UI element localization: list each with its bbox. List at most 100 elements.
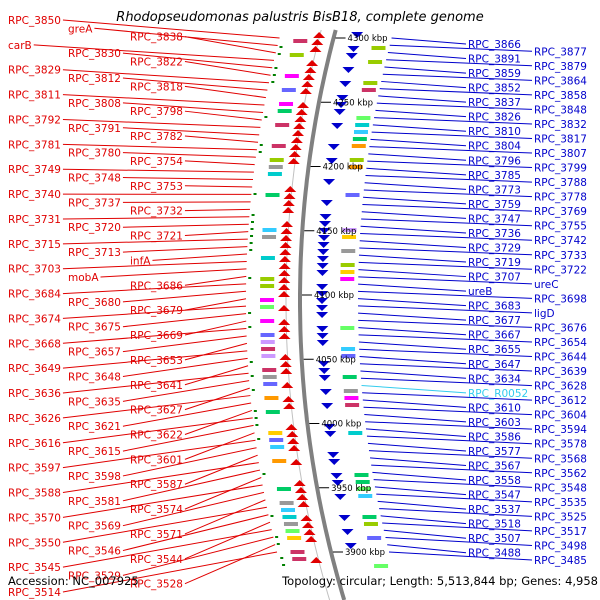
gene-label-left: RPC_3732 [130,206,183,218]
gene-label-left: RPC_3822 [130,56,183,68]
category-band [355,123,370,127]
leader-line-left [122,514,269,552]
reverse-gene-mark [316,333,329,339]
gene-label-left: RPC_3622 [130,429,183,441]
category-band [292,557,307,561]
forward-gene-mark [278,333,291,339]
leader-line-right [357,298,467,307]
gene-label-right: RPC_3796 [468,155,521,167]
leader-line-right [378,95,467,103]
category-band [279,102,294,106]
gene-label-left: RPC_3621 [68,421,121,433]
reverse-gene-mark [316,305,329,311]
gene-label-right: RPC_3858 [534,90,587,102]
leader-line-right [358,261,533,270]
leader-line-left [184,85,266,99]
gene-label-left: RPC_3740 [8,189,61,201]
leader-line-left [62,417,253,444]
leader-line-left [184,160,255,166]
forward-gene-mark [280,235,293,241]
forward-gene-mark [278,256,291,262]
gene-label-right: RPC_3647 [468,359,521,371]
leader-line-right [376,493,533,503]
tick-label: 4250 kbp [333,98,373,108]
category-band [374,564,389,568]
reverse-gene-mark [325,158,338,164]
reverse-gene-mark [320,200,333,206]
leader-line-right [363,196,467,205]
gene-label-right: RPC_3837 [468,97,521,109]
category-band [348,165,363,169]
gene-label-right: RPC_3525 [534,511,587,523]
forward-gene-mark [279,249,292,255]
gene-label-left: RPC_3674 [8,313,61,325]
leader-line-right [357,305,533,314]
tick-label: 4150 kbp [316,227,356,237]
category-band [363,522,378,526]
category-band [267,172,282,176]
gene-label-left: RPC_3571 [130,529,183,541]
leader-line-right [385,537,533,546]
leader-line-left [122,223,249,228]
leader-line-right [374,486,467,496]
leader-line-left [62,328,247,344]
leader-line-left [122,424,254,452]
leader-line-left [184,432,255,460]
category-band [275,123,290,127]
leader-line-left [184,365,249,386]
gene-label-left: RPC_3713 [68,247,121,259]
leader-line-left [62,506,267,543]
gene-label-left: RPC_3720 [68,222,121,234]
tick-label: 4300 kbp [348,34,388,44]
category-band [293,39,308,43]
forward-gene-mark [311,39,324,45]
gene-label-right: RPC_3562 [534,468,587,480]
gene-label-right: RPC_3859 [468,68,521,80]
leader-line-right [365,421,533,430]
gene-label-right: RPC_3747 [468,213,521,225]
forward-gene-mark [309,46,322,52]
gene-label-right: ureC [534,279,559,291]
gene-tracks [248,29,389,600]
gene-label-right: RPC_3577 [468,446,521,458]
leader-line-left [122,313,247,328]
category-band [260,256,275,260]
leader-line-left [62,19,280,39]
gene-label-left: RPC_3748 [68,173,121,185]
gene-label-right: RPC_3603 [468,417,521,429]
category-band [352,137,367,141]
leader-line-left [62,439,256,469]
reverse-gene-mark [317,242,330,248]
gene-label-right: RPC_3879 [534,61,587,73]
leader-line-right [358,312,467,321]
leader-line-left [184,231,249,237]
gene-label-left: RPC_3636 [8,388,61,400]
reverse-gene-mark [344,543,357,549]
gene-label-right: RPC_3736 [468,228,521,240]
category-band [281,508,296,512]
gene-label-left: RPC_3721 [130,231,183,243]
category-band [371,46,386,50]
gene-label-right: RPC_3742 [534,235,587,247]
category-band [341,249,356,253]
category-band [362,515,377,519]
gene-label-right: RPC_3586 [468,431,521,443]
gene-label-right: RPC_3769 [534,206,587,218]
gene-label-right: RPC_3817 [534,133,587,145]
gene-label-left: RPC_3830 [68,48,121,60]
forward-gene-mark [286,431,299,437]
category-band [358,494,373,498]
gene-label-left: RPC_3792 [8,114,61,126]
leader-line-left [33,44,275,61]
leader-line-right [379,88,533,96]
gene-label-left: RPC_3850 [8,15,61,27]
leader-line-right [382,73,533,81]
leader-line-left [122,447,257,477]
forward-gene-mark [313,32,326,38]
forward-gene-mark [293,480,306,486]
leader-line-left [62,529,272,568]
category-band [343,389,358,393]
gene-label-left: RPC_3597 [8,463,61,475]
leader-line-right [359,348,533,358]
